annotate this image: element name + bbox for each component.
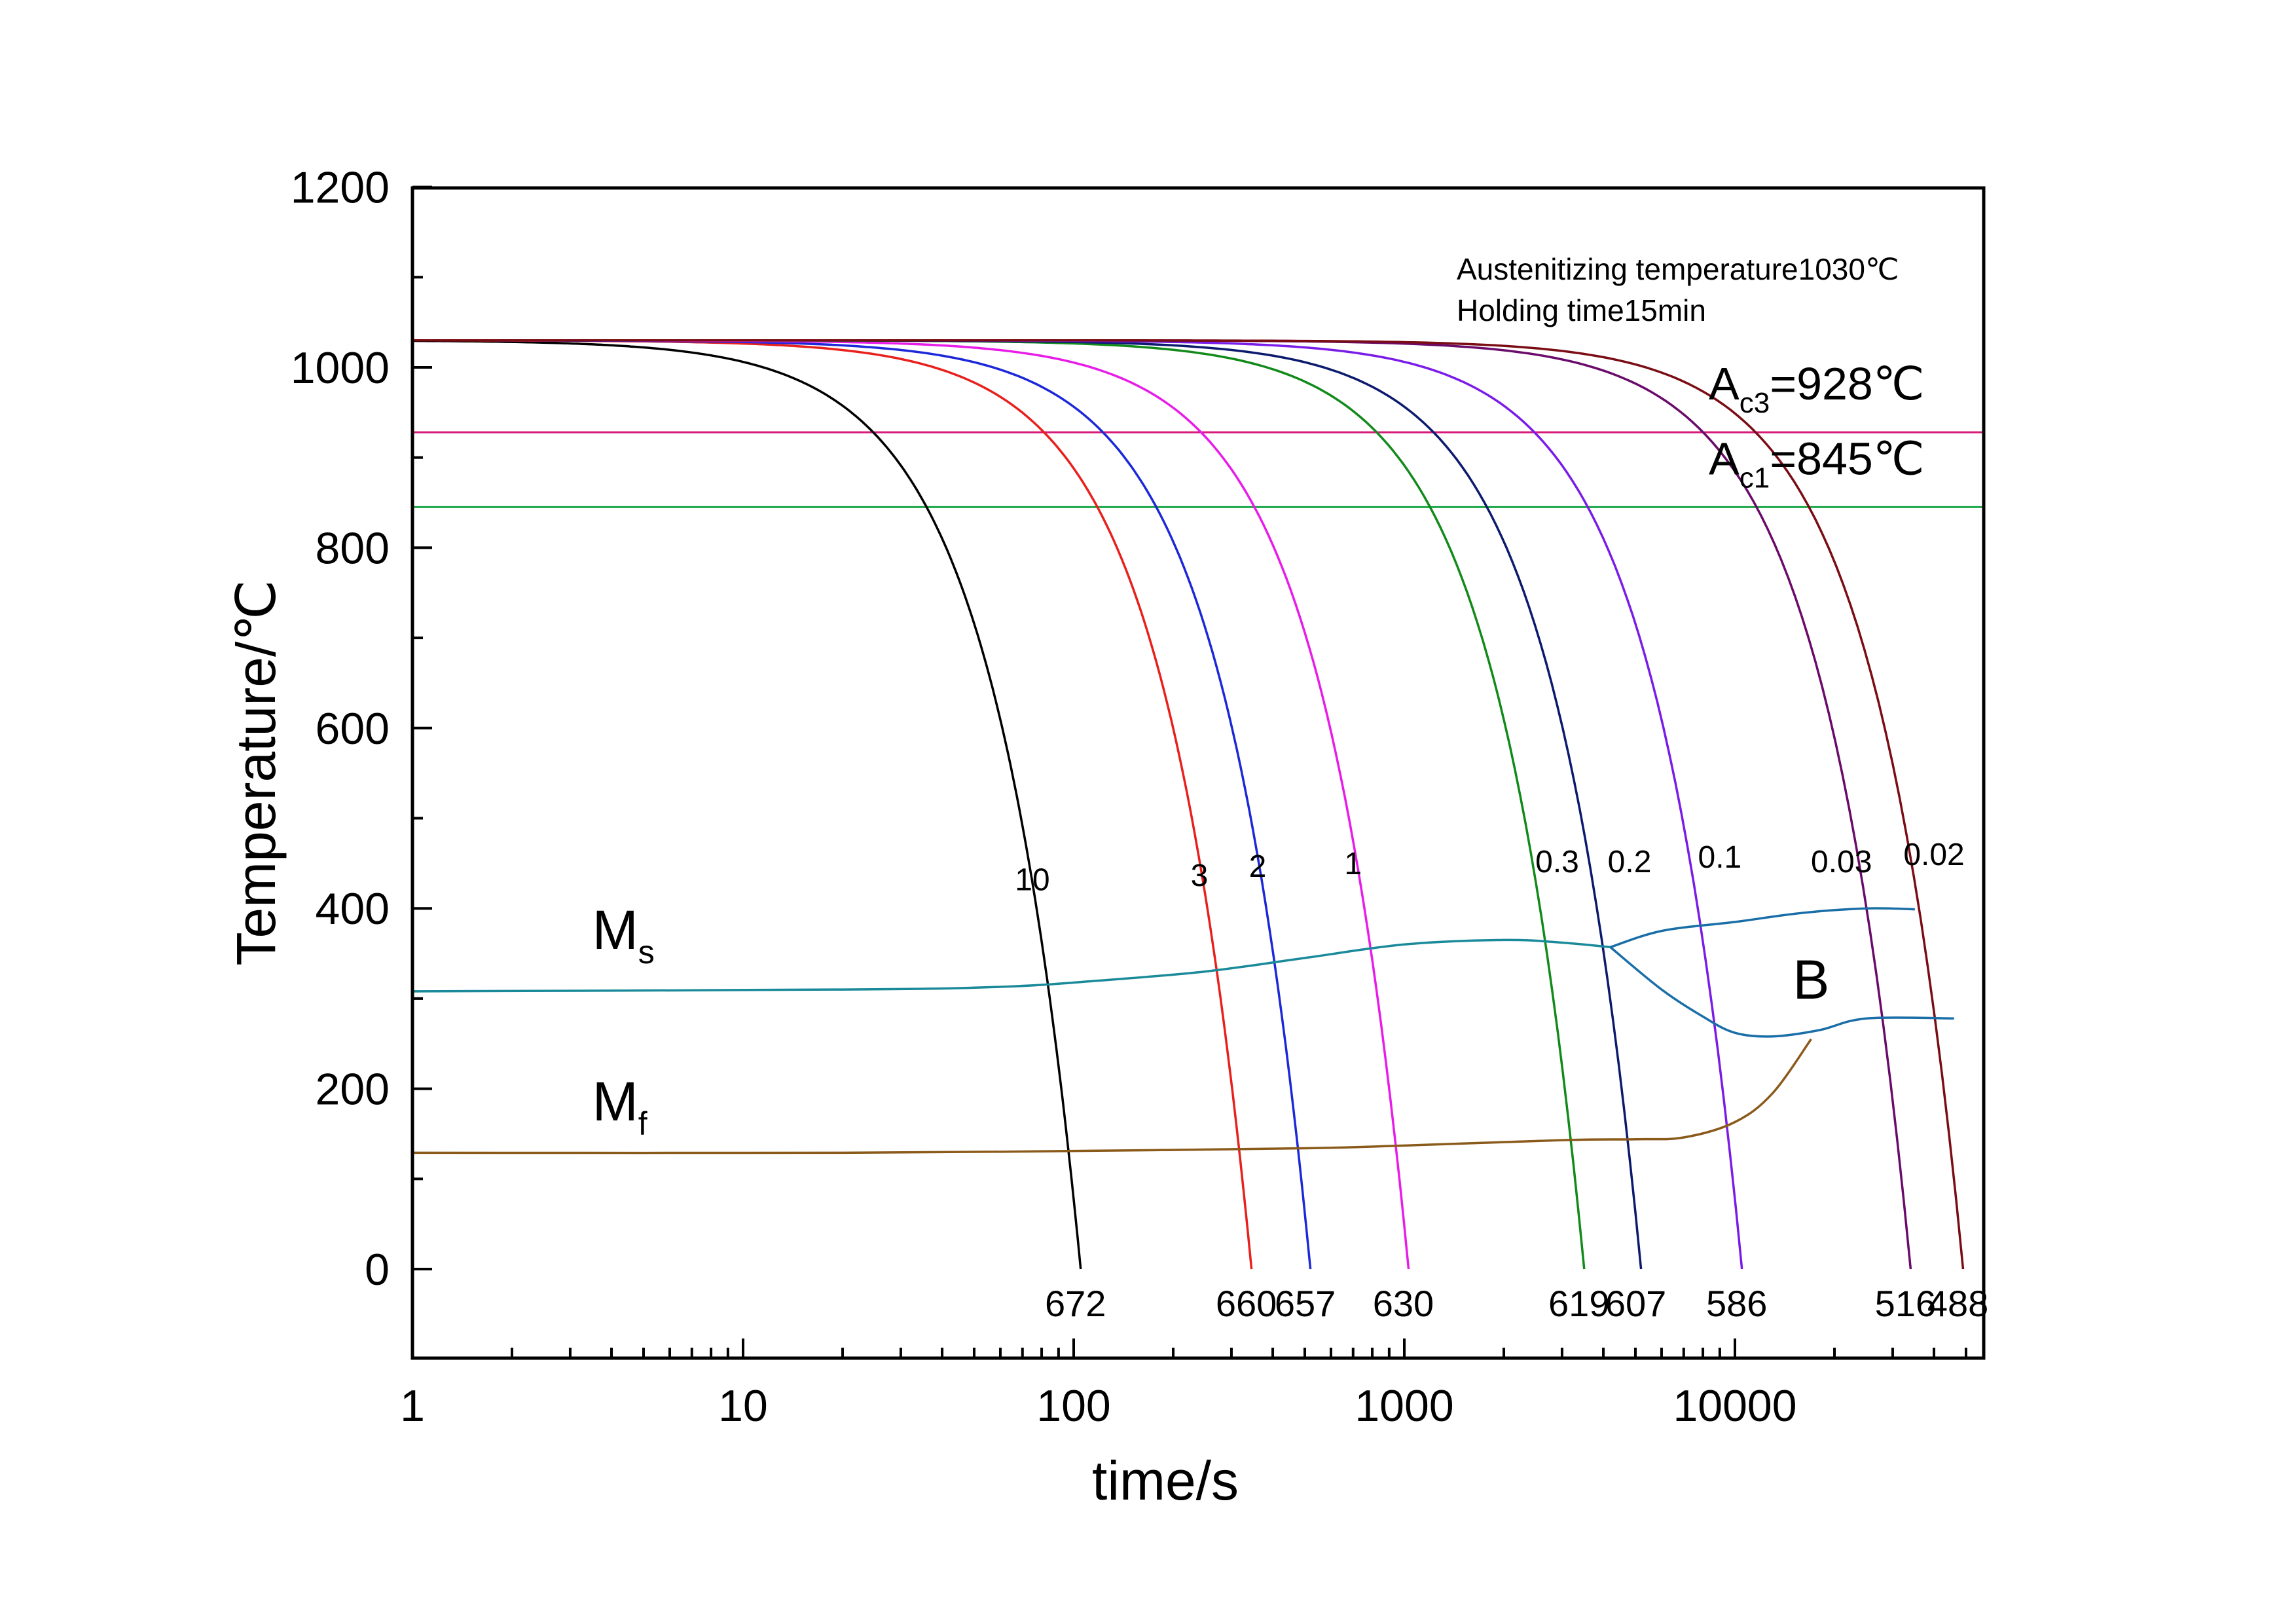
- cooling-curve-2: [412, 339, 1312, 1270]
- cooling-rate-label: 0.03: [1811, 845, 1872, 879]
- transformation-line-ms: [412, 938, 1611, 993]
- hardness-label: 488: [1927, 1283, 1988, 1324]
- austenitizing-note: Austenitizing temperature1030℃: [1457, 252, 1899, 286]
- cooling-curve-0.02: [412, 339, 1965, 1270]
- cooling-rate-label: 0.1: [1698, 840, 1742, 875]
- cooling-rate-label: 1: [1344, 847, 1362, 881]
- cooling-curve-0.3: [412, 339, 1586, 1270]
- holding-note: Holding time15min: [1457, 293, 1706, 327]
- cooling-rate-label: 0.3: [1535, 845, 1579, 879]
- plot-frame: [410, 186, 1986, 1360]
- hardness-label: 516: [1875, 1283, 1936, 1324]
- hardness-label: 657: [1275, 1283, 1336, 1324]
- hardness-label: 672: [1045, 1283, 1106, 1324]
- y-tick-label: 0: [365, 1245, 390, 1295]
- bainite-region-label: B: [1793, 949, 1829, 1010]
- y-tick-label: 1200: [291, 163, 390, 213]
- y-tick-label: 600: [316, 704, 390, 754]
- transformation-line-mf: [412, 1038, 1812, 1154]
- hardness-label: 630: [1373, 1283, 1434, 1324]
- transformation-label-mf: Mf: [592, 1071, 647, 1142]
- hardness-label: 586: [1706, 1283, 1767, 1324]
- cooling-rate-label: 0.2: [1608, 845, 1652, 879]
- x-axis-title: time/s: [1092, 1450, 1239, 1511]
- hardness-label: 619: [1548, 1283, 1609, 1324]
- x-tick-label: 100: [1036, 1381, 1110, 1431]
- cooling-rate-label: 0.02: [1903, 838, 1964, 872]
- y-tick-label: 800: [316, 523, 390, 573]
- y-axis-title: Temperature/℃: [225, 580, 287, 965]
- y-tick-label: 1000: [291, 343, 390, 393]
- y-tick-label: 400: [316, 884, 390, 934]
- x-tick-label: 10000: [1673, 1381, 1796, 1431]
- bainite-start-line: [1610, 907, 1915, 949]
- transformation-label-ms: Ms: [592, 899, 655, 970]
- x-tick-label: 1: [400, 1381, 425, 1431]
- bainite-finish-line: [1609, 946, 1954, 1038]
- y-tick-label: 200: [316, 1065, 390, 1115]
- hardness-label: 660: [1216, 1283, 1277, 1324]
- cooling-curve-3: [412, 339, 1253, 1270]
- critical-label-ac3: Ac3=928℃: [1709, 358, 1924, 419]
- cooling-rate-label: 2: [1249, 849, 1267, 884]
- x-tick-label: 10: [718, 1381, 768, 1431]
- critical-label-ac1: Ac1=845℃: [1709, 433, 1924, 494]
- hardness-label: 607: [1605, 1283, 1666, 1324]
- cooling-curve-10: [412, 339, 1082, 1270]
- cooling-rate-label: 10: [1015, 863, 1049, 898]
- x-tick-label: 1000: [1355, 1381, 1453, 1431]
- cooling-rate-label: 3: [1191, 858, 1209, 893]
